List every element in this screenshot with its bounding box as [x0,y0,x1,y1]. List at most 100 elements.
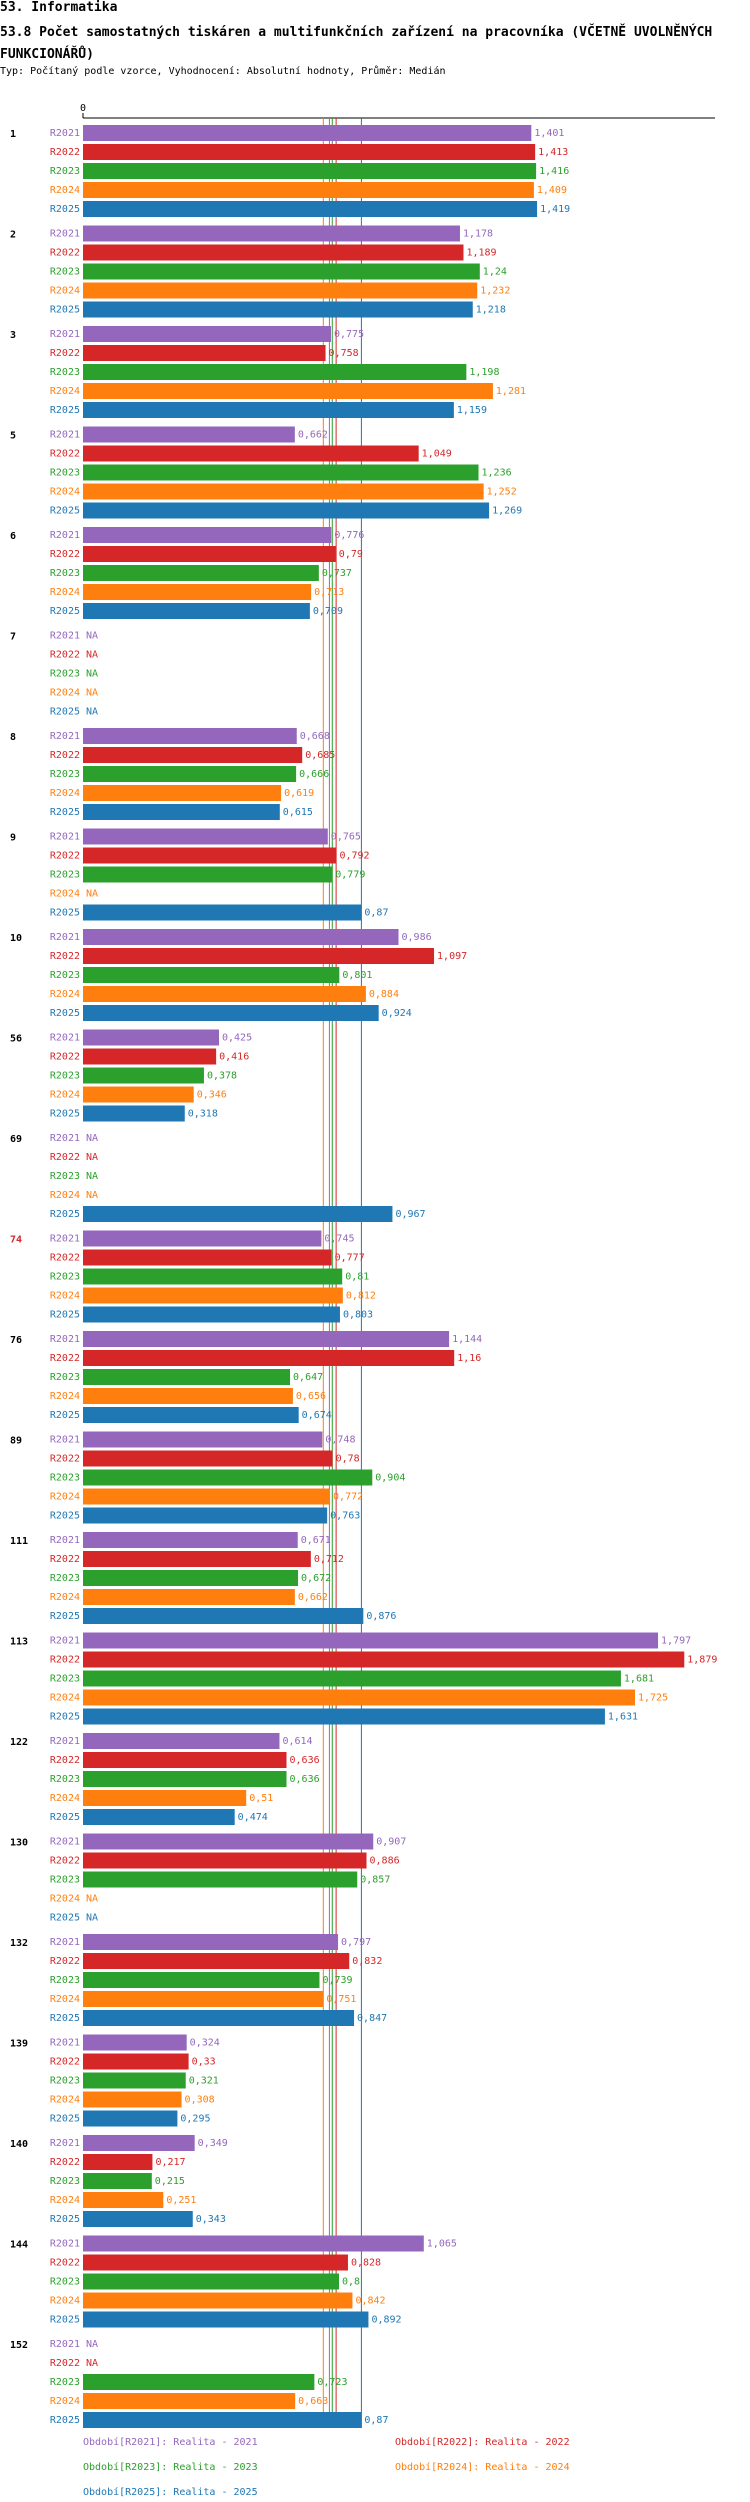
value-label: 0,343 [196,2214,226,2225]
bar-r2024 [83,282,478,299]
bar-r2023 [83,2072,186,2089]
bar-r2023 [83,464,479,481]
group-label: 89 [10,1436,22,1447]
bar-r2023 [83,2273,339,2290]
bar-r2021 [83,1532,298,1548]
series-label: R2021 [50,2339,80,2350]
bar-r2022 [83,747,303,763]
series-label: R2024 [50,2296,80,2307]
group-label: 69 [10,1134,22,1145]
bar-r2023 [83,1469,373,1486]
value-label: 0,777 [335,1253,365,1264]
series-label: R2023 [50,166,80,177]
value-label: 0,792 [339,851,369,862]
value-label: 1,065 [427,2239,457,2250]
bar-r2025 [83,1809,235,1825]
series-label: R2022 [50,851,80,862]
na-label: NA [86,1894,98,1905]
value-label: 0,647 [293,1372,323,1383]
value-label: 1,401 [534,128,564,139]
value-label: 1,631 [608,1712,638,1723]
series-label: R2024 [50,587,80,598]
series-label: R2025 [50,2114,80,2125]
series-label: R2024 [50,1894,80,1905]
series-label: R2022 [50,1353,80,1364]
bar-r2022 [83,1249,332,1266]
bar-r2024 [83,584,312,600]
value-label: 0,324 [190,2038,220,2049]
series-label: R2025 [50,807,80,818]
value-label: 0,636 [290,1755,320,1766]
series-label: R2021 [50,1033,80,1044]
chart-title: 53.8 Počet samostatných tiskáren a multi… [0,25,713,62]
group-label: 144 [10,2240,28,2251]
bar-r2021 [83,125,532,141]
value-label: 0,656 [296,1391,326,1402]
series-label: R2021 [50,631,80,642]
series-label: R2025 [50,1913,80,1924]
value-label: 1,159 [457,405,487,416]
value-label: 0,723 [317,2377,347,2388]
series-label: R2023 [50,1071,80,1082]
value-label: 0,215 [155,2176,185,2187]
value-label: 0,713 [314,587,344,598]
value-label: 0,672 [301,1573,331,1584]
series-label: R2021 [50,1837,80,1848]
value-label: 0,876 [366,1611,396,1622]
group-label: 2 [10,230,16,241]
series-label: R2022 [50,2157,80,2168]
na-label: NA [86,1133,98,1144]
series-label: R2022 [50,248,80,259]
series-label: R2024 [50,487,80,498]
na-label: NA [86,1913,98,1924]
series-label: R2023 [50,1272,80,1283]
value-label: 0,884 [369,989,399,1000]
series-label: R2021 [50,128,80,139]
value-label: 0,803 [343,1310,373,1321]
chart-subtitle: Typ: Počítaný podle vzorce, Vyhodnocení:… [0,66,446,77]
na-label: NA [86,1152,98,1163]
group-label: 9 [10,833,16,844]
bar-r2023 [83,1570,299,1586]
series-label: R2024 [50,2195,80,2206]
series-label: R2024 [50,1190,80,1201]
series-label: R2021 [50,932,80,943]
bar-r2022 [83,1651,685,1668]
value-label: 0,81 [345,1272,369,1283]
series-label: R2022 [50,2057,80,2068]
bar-r2022 [83,1048,217,1065]
value-label: 0,78 [336,1454,360,1465]
series-label: R2023 [50,2277,80,2288]
value-label: 0,671 [301,1535,331,1546]
value-label: 0,772 [333,1492,363,1503]
series-label: R2023 [50,870,80,881]
series-label: R2025 [50,2415,80,2426]
bar-r2021 [83,2235,424,2252]
value-label: 1,269 [492,506,522,517]
value-label: 0,847 [357,2013,387,2024]
series-label: R2025 [50,2214,80,2225]
value-label: 0,87 [364,908,388,919]
value-label: 1,049 [422,449,452,460]
series-label: R2025 [50,506,80,517]
group-label: 140 [10,2139,28,2150]
value-label: 0,668 [300,731,330,742]
value-label: 1,144 [452,1334,482,1345]
series-label: R2025 [50,1008,80,1019]
series-label: R2024 [50,889,80,900]
series-label: R2022 [50,1554,80,1565]
bar-r2025 [83,2211,193,2227]
value-label: 0,709 [313,606,343,617]
section-title: 53. Informatika [0,0,118,15]
value-label: 0,892 [371,2315,401,2326]
value-label: 0,416 [219,1052,249,1063]
value-label: 1,725 [638,1693,668,1704]
bar-r2022 [83,1350,455,1366]
series-label: R2021 [50,530,80,541]
value-label: 0,615 [283,807,313,818]
bar-r2024 [83,2292,353,2309]
value-label: 0,779 [335,870,365,881]
series-label: R2025 [50,1712,80,1723]
series-label: R2025 [50,908,80,919]
bar-r2023 [83,364,467,380]
